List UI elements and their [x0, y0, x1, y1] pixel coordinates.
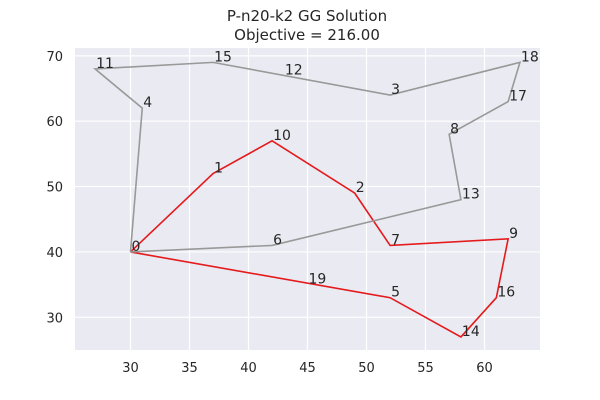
- node-label: 15: [214, 49, 232, 65]
- y-tick-label: 60: [46, 115, 63, 130]
- x-tick-label: 35: [181, 361, 198, 376]
- node-label: 11: [96, 56, 114, 72]
- node-label: 16: [497, 285, 515, 301]
- node-label: 5: [391, 285, 400, 301]
- y-tick-label: 50: [46, 181, 63, 196]
- x-tick-label: 55: [417, 361, 434, 376]
- node-label: 13: [462, 187, 480, 203]
- y-tick-label: 70: [46, 50, 63, 65]
- x-tick-label: 30: [122, 361, 139, 376]
- x-tick-label: 45: [299, 361, 316, 376]
- node-label: 18: [521, 49, 539, 65]
- routes: [92, 61, 522, 338]
- node-label: 19: [309, 272, 327, 288]
- node-label: 8: [450, 121, 459, 137]
- x-tick-label: 60: [476, 361, 493, 376]
- node-label: 2: [356, 180, 365, 196]
- node-label: 17: [509, 89, 527, 105]
- node-label: 7: [391, 232, 400, 248]
- y-tick-label: 40: [46, 246, 63, 261]
- node-label: 0: [131, 239, 140, 255]
- x-tick-label: 40: [240, 361, 257, 376]
- grid: [75, 48, 540, 350]
- node-label: 3: [391, 82, 400, 98]
- y-tick-label: 30: [46, 311, 63, 326]
- node-label: 1: [214, 161, 223, 177]
- node-label: 14: [462, 324, 480, 340]
- node-label: 4: [143, 95, 152, 111]
- chart-title: P-n20-k2 GG Solution: [227, 7, 387, 25]
- node-label: 12: [285, 62, 303, 78]
- node-label: 10: [273, 128, 291, 144]
- route-line-1: [129, 139, 510, 338]
- route-line-2: [92, 61, 522, 253]
- x-tick-label: 50: [358, 361, 375, 376]
- node-label: 6: [273, 232, 282, 248]
- chart-subtitle-objective: Objective = 216.00: [234, 26, 380, 44]
- node-label: 9: [509, 226, 518, 242]
